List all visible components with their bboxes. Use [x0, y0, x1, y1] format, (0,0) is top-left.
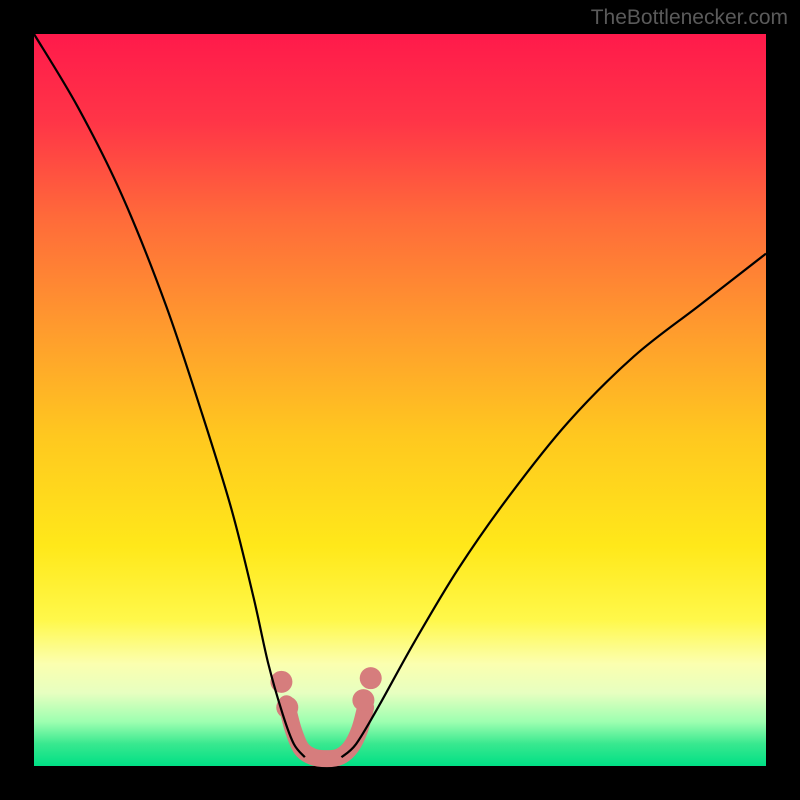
bottleneck-chart [0, 0, 800, 800]
watermark-text: TheBottlenecker.com [591, 6, 788, 30]
chart-container: TheBottlenecker.com [0, 0, 800, 800]
valley-dot [360, 667, 382, 689]
plot-background [34, 34, 766, 766]
valley-dot [352, 689, 374, 711]
